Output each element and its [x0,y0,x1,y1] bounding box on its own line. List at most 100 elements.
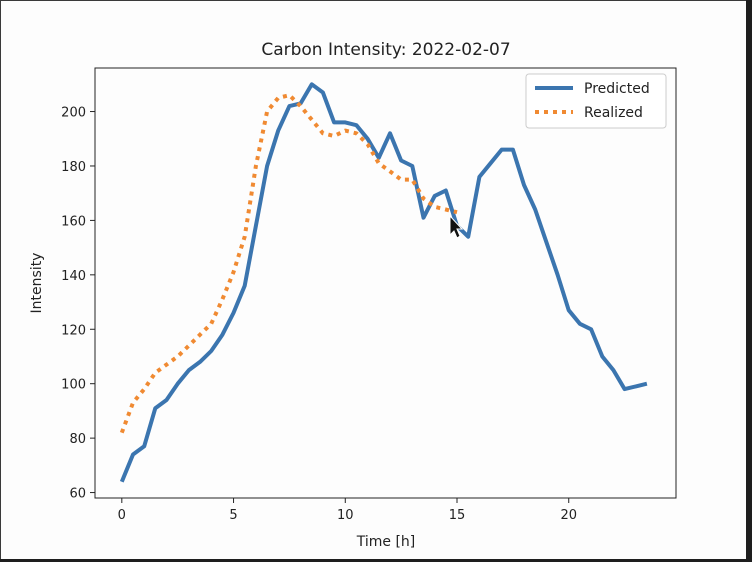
data-point-predicted [423,217,424,218]
plot-border [94,67,677,499]
data-point-predicted [512,149,513,150]
data-point-realized [300,106,301,107]
series-predicted [119,82,648,483]
data-point-realized [334,136,335,137]
data-point-predicted [624,389,625,390]
data-point-realized [267,111,268,112]
data-point-realized [278,97,279,98]
series-line-predicted [119,82,648,483]
window-edge-bottom [0,559,752,562]
data-point-realized [389,171,390,172]
x-tick-label: 20 [560,508,577,523]
data-point-predicted [635,386,636,387]
data-point-predicted [289,106,290,107]
data-point-realized [445,209,446,210]
data-point-realized [166,364,167,365]
data-point-predicted [535,209,536,210]
data-point-predicted [546,242,547,243]
y-tick-label: 160 [61,214,86,229]
data-point-predicted [200,361,201,362]
data-point-predicted [389,133,390,134]
y-tick-label: 140 [61,269,86,284]
data-point-predicted [155,408,156,409]
data-point-predicted [188,370,189,371]
x-axis-label: Time [h] [356,534,416,550]
data-point-realized [211,323,212,324]
data-point-realized [412,179,413,180]
data-point-predicted [602,356,603,357]
data-point-realized [434,206,435,207]
plot-area [119,82,648,483]
data-point-predicted [222,334,223,335]
data-point-predicted [211,351,212,352]
data-point-realized [322,133,323,134]
data-point-predicted [579,323,580,324]
data-point-predicted [501,149,502,150]
data-point-predicted [479,176,480,177]
data-point-predicted [233,312,234,313]
data-point-realized [244,236,245,237]
data-point-realized [121,432,122,433]
y-tick-label: 100 [61,378,86,393]
series-line-realized [119,93,458,434]
legend-label-realized: Realized [584,105,643,121]
data-point-predicted [445,190,446,191]
data-point-realized [200,334,201,335]
data-point-predicted [267,165,268,166]
data-point-realized [222,299,223,300]
data-point-realized [233,272,234,273]
data-point-predicted [468,236,469,237]
window-edge-right [746,0,752,562]
data-point-predicted [568,310,569,311]
data-point-predicted [356,125,357,126]
data-point-predicted [144,446,145,447]
x-tick-label: 10 [337,508,354,523]
x-tick-label: 5 [229,508,237,523]
y-tick-label: 120 [61,323,86,338]
mouse-cursor-icon [449,214,464,239]
data-point-predicted [613,370,614,371]
data-point-predicted [345,122,346,123]
legend: Predicted Realized [525,73,667,129]
data-point-predicted [591,329,592,330]
chart-title: Carbon Intensity: 2022-02-07 [261,40,510,60]
data-point-predicted [334,122,335,123]
data-point-predicted [278,130,279,131]
data-point-predicted [177,383,178,384]
data-point-realized [378,163,379,164]
data-point-predicted [121,481,122,482]
data-point-realized [311,119,312,120]
data-point-realized [367,144,368,145]
data-point-predicted [557,274,558,275]
data-point-realized [255,165,256,166]
data-point-predicted [367,138,368,139]
data-point-predicted [646,383,647,384]
data-point-realized [177,356,178,357]
data-point-predicted [412,165,413,166]
data-point-predicted [378,157,379,158]
data-point-realized [401,179,402,180]
data-point-predicted [401,160,402,161]
data-point-predicted [166,400,167,401]
x-tick-label: 15 [449,508,466,523]
legend-label-predicted: Predicted [584,81,650,97]
y-tick-label: 60 [69,487,86,502]
data-point-realized [457,212,458,213]
x-tick-label: 0 [118,508,126,523]
data-point-predicted [524,185,525,186]
y-tick-label: 180 [61,160,86,175]
y-tick-label: 80 [69,432,86,447]
data-point-realized [423,198,424,199]
data-point-predicted [490,163,491,164]
data-point-realized [144,389,145,390]
y-axis: 60 80 100 120 140 160 180 200 [61,106,95,502]
data-point-realized [132,402,133,403]
data-point-predicted [322,92,323,93]
y-tick-label: 200 [61,106,86,121]
data-point-realized [188,345,189,346]
data-point-realized [345,130,346,131]
data-point-predicted [255,225,256,226]
data-point-predicted [132,454,133,455]
data-point-predicted [434,195,435,196]
